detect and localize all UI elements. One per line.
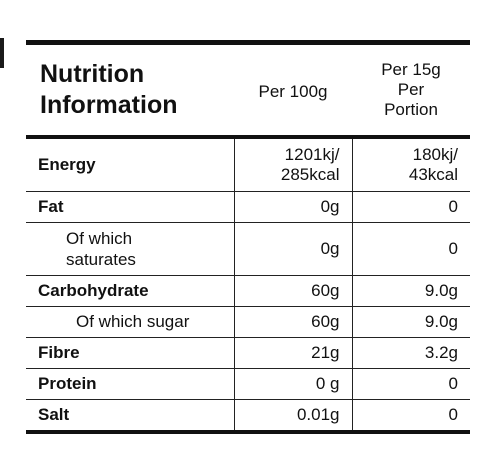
row-carbohydrate: Carbohydrate 60g 9.0g [26, 275, 470, 307]
per-portion-line-3: Portion [384, 100, 438, 119]
row-saturates: Of which saturates 0g 0 [26, 222, 470, 276]
row-energy: Energy 1201kj/ 285kcal 180kj/ 43kcal [26, 137, 470, 192]
title-line-1: Nutrition [40, 60, 145, 88]
per-portion-value: 0 [351, 399, 470, 434]
nutrient-name: Of which sugar [26, 306, 234, 338]
left-edge-mark [0, 38, 4, 68]
per-100g-value: 1201kj/ 285kcal [233, 137, 352, 192]
per-100g-header: Per 100g [234, 40, 352, 139]
energy-kj-portion: 180kj/ [412, 145, 458, 164]
per-100g-value: 0g [233, 222, 352, 276]
per-portion-line-2: Per [397, 80, 425, 99]
nutrition-panel: Nutrition Information Per 100g Per 15g P… [26, 40, 470, 434]
per-portion-value: 0 [351, 222, 470, 276]
per-100g-value: 0 g [233, 368, 352, 400]
per-100g-value: 60g [233, 306, 352, 338]
nutrition-table: Nutrition Information Per 100g Per 15g P… [26, 40, 470, 434]
per-100g-value: 0g [233, 191, 352, 223]
nutrient-name: Carbohydrate [26, 275, 234, 307]
table-title: Nutrition Information [26, 40, 234, 139]
row-fat: Fat 0g 0 [26, 191, 470, 223]
row-fibre: Fibre 21g 3.2g [26, 337, 470, 369]
per-portion-value: 0 [351, 368, 470, 400]
per-100g-label: Per 100g [258, 82, 328, 101]
per-portion-value: 180kj/ 43kcal [351, 137, 470, 192]
per-portion-value: 0 [351, 191, 470, 223]
per-portion-value: 3.2g [351, 337, 470, 369]
nutrient-name: Of which saturates [26, 222, 234, 276]
per-portion-value: 9.0g [351, 306, 470, 338]
nutrient-name: Salt [26, 399, 234, 434]
per-portion-header: Per 15g Per Portion [352, 40, 470, 139]
per-portion-value: 9.0g [351, 275, 470, 307]
saturates-line-1: Of which [66, 229, 133, 248]
per-100g-value: 0.01g [233, 399, 352, 434]
energy-kcal-portion: 43kcal [408, 165, 458, 184]
row-sugar: Of which sugar 60g 9.0g [26, 306, 470, 338]
nutrient-name: Fibre [26, 337, 234, 369]
per-portion-line-1: Per 15g [381, 60, 441, 79]
title-line-2: Information [40, 91, 178, 119]
saturates-line-2: saturates [66, 250, 136, 269]
energy-kcal-100g: 285kcal [280, 165, 340, 184]
row-protein: Protein 0 g 0 [26, 368, 470, 400]
row-salt: Salt 0.01g 0 [26, 399, 470, 434]
nutrient-name: Energy [26, 137, 234, 192]
nutrient-name: Fat [26, 191, 234, 223]
per-100g-value: 60g [233, 275, 352, 307]
per-100g-value: 21g [233, 337, 352, 369]
energy-kj-100g: 1201kj/ [284, 145, 340, 164]
header-row: Nutrition Information Per 100g Per 15g P… [26, 40, 470, 139]
nutrient-name: Protein [26, 368, 234, 400]
